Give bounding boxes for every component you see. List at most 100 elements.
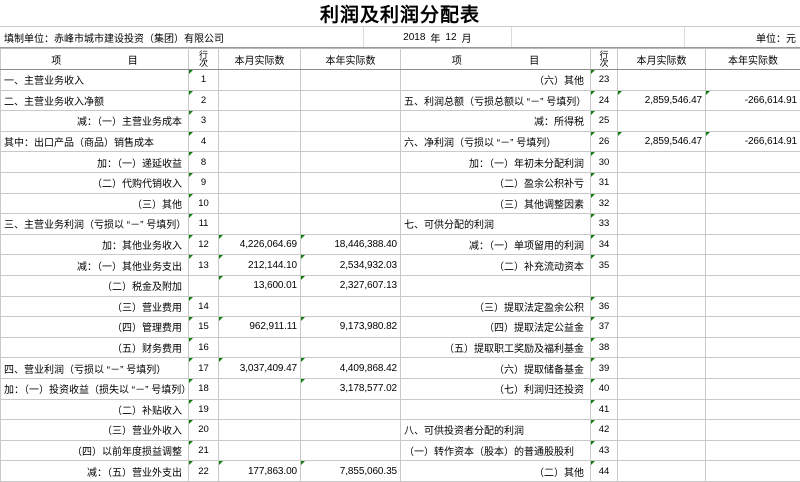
right-month-actual[interactable] — [618, 461, 706, 482]
left-month-actual[interactable] — [219, 70, 301, 91]
right-month-actual[interactable] — [618, 317, 706, 338]
right-year-actual[interactable] — [706, 255, 800, 276]
left-year-actual[interactable] — [301, 214, 401, 235]
right-year-actual[interactable] — [706, 317, 800, 338]
right-month-actual[interactable]: 2,859,546.47 — [618, 90, 706, 111]
right-month-actual[interactable] — [618, 193, 706, 214]
left-year-actual[interactable]: 2,534,932.03 — [301, 255, 401, 276]
right-month-actual[interactable] — [618, 337, 706, 358]
right-month-actual[interactable] — [618, 111, 706, 132]
left-year-actual[interactable] — [301, 399, 401, 420]
right-month-actual[interactable] — [618, 275, 706, 296]
right-year-actual[interactable] — [706, 399, 800, 420]
right-year-actual[interactable] — [706, 70, 800, 91]
right-month-actual[interactable]: 2,859,546.47 — [618, 131, 706, 152]
left-row-number: 20 — [189, 420, 219, 441]
left-month-actual[interactable] — [219, 296, 301, 317]
right-month-actual[interactable] — [618, 214, 706, 235]
right-year-actual[interactable] — [706, 111, 800, 132]
right-year-actual[interactable] — [706, 440, 800, 461]
right-row-number: 34 — [591, 234, 618, 255]
left-row-number: 15 — [189, 317, 219, 338]
right-year-actual[interactable]: -266,614.91 — [706, 90, 800, 111]
right-year-actual[interactable] — [706, 337, 800, 358]
left-year-actual[interactable] — [301, 296, 401, 317]
left-month-actual[interactable] — [219, 378, 301, 399]
left-month-actual[interactable] — [219, 152, 301, 173]
left-month-actual[interactable] — [219, 90, 301, 111]
left-month-actual[interactable]: 13,600.01 — [219, 275, 301, 296]
left-month-actual[interactable]: 3,037,409.47 — [219, 358, 301, 379]
left-month-actual[interactable] — [219, 111, 301, 132]
right-row-number: 32 — [591, 193, 618, 214]
preparing-unit: 填制单位：赤峰市城市建设投资（集团）有限公司 — [0, 27, 364, 47]
right-month-actual[interactable] — [618, 172, 706, 193]
right-year-actual[interactable] — [706, 193, 800, 214]
left-month-actual[interactable] — [219, 440, 301, 461]
left-month-actual[interactable] — [219, 420, 301, 441]
left-year-actual[interactable] — [301, 152, 401, 173]
right-year-actual[interactable] — [706, 358, 800, 379]
left-year-actual[interactable]: 4,409,868.42 — [301, 358, 401, 379]
right-year-actual[interactable] — [706, 152, 800, 173]
right-month-actual[interactable] — [618, 420, 706, 441]
right-year-actual[interactable] — [706, 172, 800, 193]
left-row-number: 18 — [189, 378, 219, 399]
left-year-actual[interactable] — [301, 131, 401, 152]
left-month-actual[interactable]: 212,144.10 — [219, 255, 301, 276]
left-year-actual[interactable] — [301, 420, 401, 441]
right-row-number: 39 — [591, 358, 618, 379]
left-month-actual[interactable] — [219, 214, 301, 235]
right-item-label: （二）补充流动资本 — [401, 255, 591, 276]
right-month-actual[interactable] — [618, 152, 706, 173]
left-year-actual[interactable]: 2,327,607.13 — [301, 275, 401, 296]
right-month-actual[interactable] — [618, 296, 706, 317]
right-year-actual[interactable] — [706, 378, 800, 399]
left-year-actual[interactable]: 9,173,980.82 — [301, 317, 401, 338]
left-year-actual[interactable] — [301, 440, 401, 461]
title-bar: 利润及利润分配表 — [0, 0, 800, 26]
right-month-actual[interactable] — [618, 399, 706, 420]
left-year-actual[interactable]: 7,855,060.35 — [301, 461, 401, 482]
left-month-actual[interactable]: 4,226,064.69 — [219, 234, 301, 255]
left-year-actual[interactable] — [301, 90, 401, 111]
left-row-number: 3 — [189, 111, 219, 132]
right-month-actual[interactable] — [618, 440, 706, 461]
right-year-actual[interactable] — [706, 275, 800, 296]
left-year-actual[interactable] — [301, 111, 401, 132]
right-month-actual[interactable] — [618, 234, 706, 255]
right-month-actual[interactable] — [618, 255, 706, 276]
right-year-actual[interactable] — [706, 420, 800, 441]
left-year-actual[interactable] — [301, 193, 401, 214]
left-item-label: 减：（一）其他业务支出 — [1, 255, 189, 276]
left-month-actual[interactable] — [219, 172, 301, 193]
left-month-actual[interactable] — [219, 337, 301, 358]
right-month-actual[interactable] — [618, 70, 706, 91]
left-year-actual[interactable] — [301, 337, 401, 358]
left-year-actual[interactable]: 3,178,577.02 — [301, 378, 401, 399]
left-month-actual[interactable] — [219, 193, 301, 214]
right-row-number: 35 — [591, 255, 618, 276]
right-month-actual[interactable] — [618, 378, 706, 399]
right-year-actual[interactable]: -266,614.91 — [706, 131, 800, 152]
left-month-actual[interactable] — [219, 131, 301, 152]
left-item-label: 其中：出口产品（商品）销售成本 — [1, 131, 189, 152]
right-row-number: 44 — [591, 461, 618, 482]
left-year-actual[interactable]: 18,446,388.40 — [301, 234, 401, 255]
left-month-actual[interactable] — [219, 399, 301, 420]
left-month-actual[interactable]: 177,863.00 — [219, 461, 301, 482]
right-year-actual[interactable] — [706, 214, 800, 235]
right-item-label — [401, 275, 591, 296]
right-item-label: 五、利润总额（亏损总额以 “－” 号填列） — [401, 90, 591, 111]
left-row-number: 4 — [189, 131, 219, 152]
right-year-actual[interactable] — [706, 234, 800, 255]
right-year-actual[interactable] — [706, 461, 800, 482]
right-year-actual[interactable] — [706, 296, 800, 317]
left-year-actual[interactable] — [301, 70, 401, 91]
left-month-actual[interactable]: 962,911.11 — [219, 317, 301, 338]
left-row-number — [189, 275, 219, 296]
right-month-actual[interactable] — [618, 358, 706, 379]
left-year-actual[interactable] — [301, 172, 401, 193]
